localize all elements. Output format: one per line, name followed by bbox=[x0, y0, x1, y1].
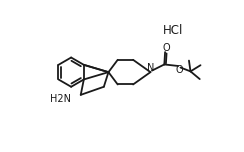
Text: O: O bbox=[162, 43, 170, 53]
Text: H2N: H2N bbox=[50, 94, 71, 104]
Text: O: O bbox=[175, 65, 183, 75]
Text: HCl: HCl bbox=[163, 24, 184, 37]
Text: N: N bbox=[147, 62, 154, 73]
